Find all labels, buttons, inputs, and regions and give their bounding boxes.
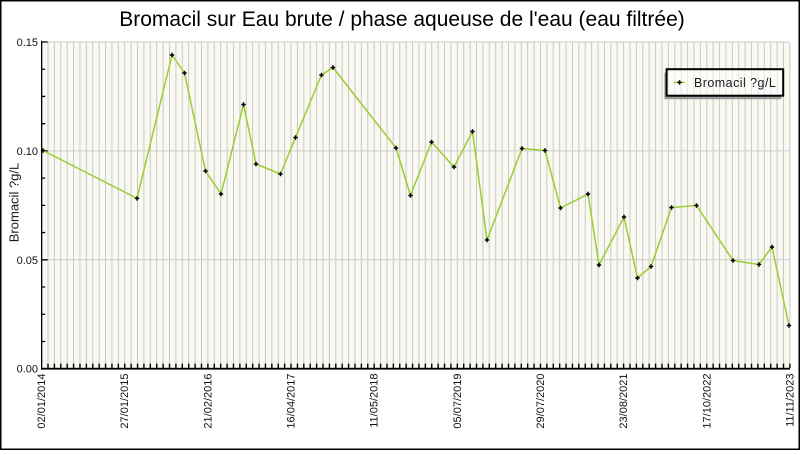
svg-text:11/11/2023: 11/11/2023 <box>784 374 796 427</box>
svg-text:Bromacil ?g/L: Bromacil ?g/L <box>694 76 776 90</box>
svg-text:16/04/2017: 16/04/2017 <box>286 374 298 429</box>
svg-text:27/01/2015: 27/01/2015 <box>119 374 131 429</box>
svg-text:29/07/2020: 29/07/2020 <box>535 374 547 429</box>
svg-text:05/07/2019: 05/07/2019 <box>452 374 464 429</box>
svg-text:11/05/2018: 11/05/2018 <box>369 374 381 428</box>
svg-text:0.00: 0.00 <box>17 364 38 376</box>
svg-text:Bromacil ?g/L: Bromacil ?g/L <box>7 163 22 242</box>
svg-text:0.05: 0.05 <box>17 255 38 267</box>
svg-text:0.15: 0.15 <box>17 37 38 49</box>
svg-text:Bromacil sur Eau brute / phase: Bromacil sur Eau brute / phase aqueuse d… <box>119 8 685 31</box>
svg-text:17/10/2022: 17/10/2022 <box>701 374 713 429</box>
svg-text:23/08/2021: 23/08/2021 <box>618 374 630 429</box>
svg-text:0.10: 0.10 <box>17 146 38 158</box>
svg-text:02/01/2014: 02/01/2014 <box>36 374 48 429</box>
svg-text:21/02/2016: 21/02/2016 <box>202 374 214 429</box>
